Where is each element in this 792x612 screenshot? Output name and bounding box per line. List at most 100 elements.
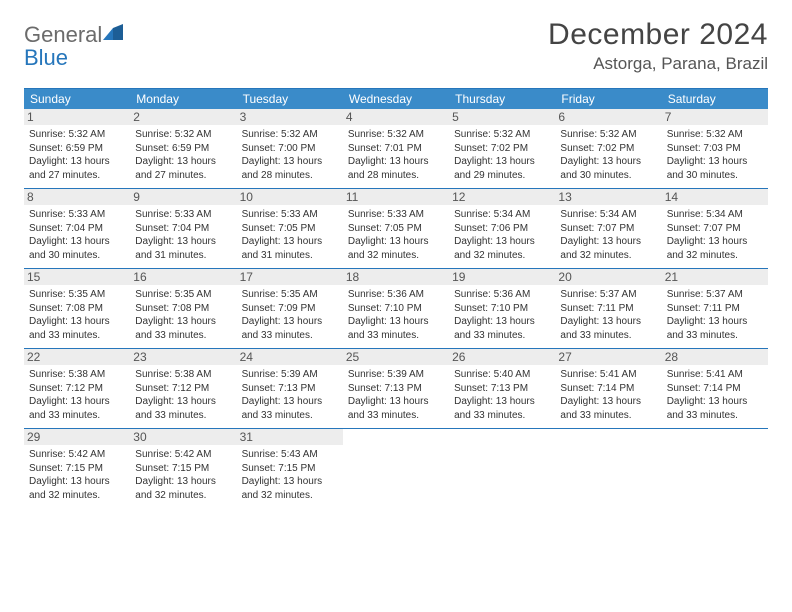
day-number: 4 [343, 109, 449, 125]
sunrise-line: Sunrise: 5:39 AM [242, 368, 338, 382]
day-number: 10 [237, 189, 343, 205]
day-number: 3 [237, 109, 343, 125]
sunset-line: Sunset: 7:04 PM [135, 222, 231, 236]
sunset-line: Sunset: 7:11 PM [667, 302, 763, 316]
sunset-line: Sunset: 7:07 PM [667, 222, 763, 236]
daylight-line: Daylight: 13 hours and 30 minutes. [29, 235, 125, 262]
sunrise-line: Sunrise: 5:32 AM [242, 128, 338, 142]
daylight-line: Daylight: 13 hours and 33 minutes. [135, 315, 231, 342]
daylight-line: Daylight: 13 hours and 27 minutes. [135, 155, 231, 182]
day-cell: 30Sunrise: 5:42 AMSunset: 7:15 PMDayligh… [130, 429, 236, 508]
day-number: 12 [449, 189, 555, 205]
daylight-line: Daylight: 13 hours and 33 minutes. [667, 395, 763, 422]
daylight-line: Daylight: 13 hours and 33 minutes. [667, 315, 763, 342]
sunrise-line: Sunrise: 5:33 AM [135, 208, 231, 222]
week-row: 22Sunrise: 5:38 AMSunset: 7:12 PMDayligh… [24, 349, 768, 429]
weeks-container: 1Sunrise: 5:32 AMSunset: 6:59 PMDaylight… [24, 109, 768, 508]
daylight-line: Daylight: 13 hours and 32 minutes. [29, 475, 125, 502]
weekday-monday: Monday [130, 89, 236, 109]
sunset-line: Sunset: 7:14 PM [560, 382, 656, 396]
day-cell: 26Sunrise: 5:40 AMSunset: 7:13 PMDayligh… [449, 349, 555, 428]
daylight-line: Daylight: 13 hours and 32 minutes. [348, 235, 444, 262]
day-number: 29 [24, 429, 130, 445]
sunrise-line: Sunrise: 5:38 AM [135, 368, 231, 382]
logo-mark-icon [103, 24, 125, 42]
sunrise-line: Sunrise: 5:41 AM [560, 368, 656, 382]
day-number: 2 [130, 109, 236, 125]
sunset-line: Sunset: 7:06 PM [454, 222, 550, 236]
daylight-line: Daylight: 13 hours and 29 minutes. [454, 155, 550, 182]
day-number: 5 [449, 109, 555, 125]
day-cell: 9Sunrise: 5:33 AMSunset: 7:04 PMDaylight… [130, 189, 236, 268]
daylight-line: Daylight: 13 hours and 32 minutes. [242, 475, 338, 502]
day-number: 18 [343, 269, 449, 285]
sunset-line: Sunset: 7:11 PM [560, 302, 656, 316]
sunset-line: Sunset: 7:08 PM [135, 302, 231, 316]
day-number: 13 [555, 189, 661, 205]
sunset-line: Sunset: 7:15 PM [135, 462, 231, 476]
daylight-line: Daylight: 13 hours and 33 minutes. [29, 315, 125, 342]
day-cell-empty [555, 429, 661, 508]
sunrise-line: Sunrise: 5:39 AM [348, 368, 444, 382]
day-number: 9 [130, 189, 236, 205]
sunrise-line: Sunrise: 5:33 AM [242, 208, 338, 222]
daylight-line: Daylight: 13 hours and 32 minutes. [454, 235, 550, 262]
day-number: 7 [662, 109, 768, 125]
sunrise-line: Sunrise: 5:35 AM [135, 288, 231, 302]
sunrise-line: Sunrise: 5:37 AM [560, 288, 656, 302]
daylight-line: Daylight: 13 hours and 33 minutes. [454, 315, 550, 342]
day-cell: 15 Sunrise: 5:35 AMSunset: 7:08 PMDayligh… [24, 269, 130, 348]
sunrise-line: Sunrise: 5:42 AM [135, 448, 231, 462]
day-cell: 2Sunrise: 5:32 AMSunset: 6:59 PMDaylight… [130, 109, 236, 188]
sunset-line: Sunset: 7:08 PM [29, 302, 125, 316]
month-title: December 2024 [548, 18, 768, 52]
sunrise-line: Sunrise: 5:35 AM [29, 288, 125, 302]
day-cell: 27Sunrise: 5:41 AMSunset: 7:14 PMDayligh… [555, 349, 661, 428]
daylight-line: Daylight: 13 hours and 33 minutes. [242, 395, 338, 422]
day-cell: 24Sunrise: 5:39 AMSunset: 7:13 PMDayligh… [237, 349, 343, 428]
day-cell: 23Sunrise: 5:38 AMSunset: 7:12 PMDayligh… [130, 349, 236, 428]
day-cell-empty [662, 429, 768, 508]
calendar-grid: SundayMondayTuesdayWednesdayThursdayFrid… [24, 88, 768, 508]
sunrise-line: Sunrise: 5:32 AM [667, 128, 763, 142]
sunset-line: Sunset: 7:14 PM [667, 382, 763, 396]
sunset-line: Sunset: 7:03 PM [667, 142, 763, 156]
day-number: 27 [555, 349, 661, 365]
sunrise-line: Sunrise: 5:36 AM [348, 288, 444, 302]
sunrise-line: Sunrise: 5:43 AM [242, 448, 338, 462]
day-cell: 16Sunrise: 5:35 AMSunset: 7:08 PMDayligh… [130, 269, 236, 348]
sunrise-line: Sunrise: 5:32 AM [29, 128, 125, 142]
week-row: 15Sunrise: 5:35 AMSunset: 7:08 PMDayligh… [24, 269, 768, 349]
day-number: 28 [662, 349, 768, 365]
sunset-line: Sunset: 7:05 PM [348, 222, 444, 236]
sunset-line: Sunset: 7:12 PM [29, 382, 125, 396]
sunset-line: Sunset: 7:13 PM [454, 382, 550, 396]
sunrise-line: Sunrise: 5:42 AM [29, 448, 125, 462]
day-number: 11 [343, 189, 449, 205]
sunset-line: Sunset: 7:07 PM [560, 222, 656, 236]
day-cell-empty [343, 429, 449, 508]
week-row: 8Sunrise: 5:33 AMSunset: 7:04 PMDaylight… [24, 189, 768, 269]
sunset-line: Sunset: 7:15 PM [242, 462, 338, 476]
day-number: 15 [24, 269, 130, 285]
day-cell: 8Sunrise: 5:33 AMSunset: 7:04 PMDaylight… [24, 189, 130, 268]
daylight-line: Daylight: 13 hours and 33 minutes. [29, 395, 125, 422]
sunset-line: Sunset: 7:12 PM [135, 382, 231, 396]
sunrise-line: Sunrise: 5:35 AM [242, 288, 338, 302]
weekday-tuesday: Tuesday [237, 89, 343, 109]
day-cell: 7Sunrise: 5:32 AMSunset: 7:03 PMDaylight… [662, 109, 768, 188]
sunrise-line: Sunrise: 5:32 AM [135, 128, 231, 142]
day-cell: 17Sunrise: 5:35 AMSunset: 7:09 PMDayligh… [237, 269, 343, 348]
daylight-line: Daylight: 13 hours and 33 minutes. [454, 395, 550, 422]
day-cell: 12Sunrise: 5:34 AMSunset: 7:06 PMDayligh… [449, 189, 555, 268]
day-cell: 18Sunrise: 5:36 AMSunset: 7:10 PMDayligh… [343, 269, 449, 348]
day-cell: 5Sunrise: 5:32 AMSunset: 7:02 PMDaylight… [449, 109, 555, 188]
daylight-line: Daylight: 13 hours and 28 minutes. [242, 155, 338, 182]
day-cell: 11Sunrise: 5:33 AMSunset: 7:05 PMDayligh… [343, 189, 449, 268]
day-cell: 4Sunrise: 5:32 AMSunset: 7:01 PMDaylight… [343, 109, 449, 188]
week-row: 29Sunrise: 5:42 AMSunset: 7:15 PMDayligh… [24, 429, 768, 508]
sunrise-line: Sunrise: 5:36 AM [454, 288, 550, 302]
weekday-thursday: Thursday [449, 89, 555, 109]
sunset-line: Sunset: 7:15 PM [29, 462, 125, 476]
day-cell: 14Sunrise: 5:34 AMSunset: 7:07 PMDayligh… [662, 189, 768, 268]
